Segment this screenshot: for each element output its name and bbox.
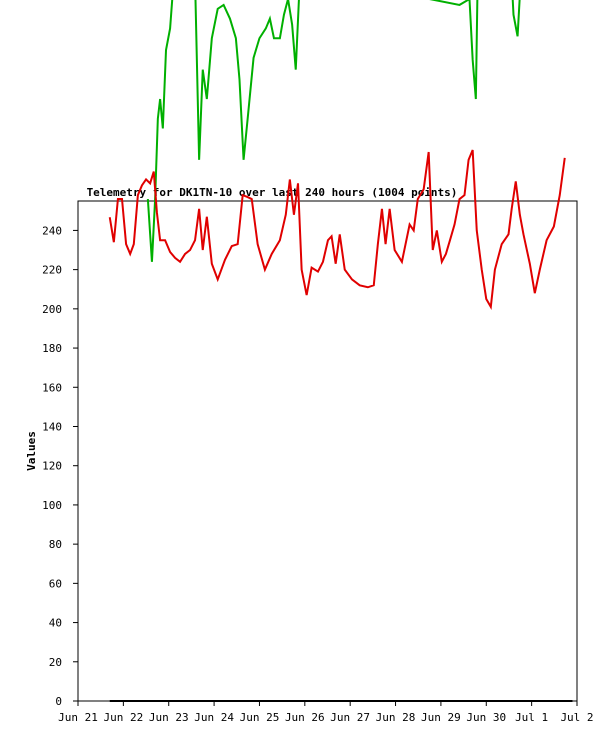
x-tick-label: Jun 26	[285, 711, 325, 724]
x-tick-label: Jul 2	[560, 711, 593, 724]
x-tick-label: Jun 22	[103, 711, 143, 724]
chart-title: Telemetry for DK1TN-10 over last 240 hou…	[87, 186, 458, 199]
y-tick-label: 100	[42, 499, 62, 512]
series-line	[146, 0, 521, 262]
y-tick-label: 120	[42, 460, 62, 473]
y-tick-label: 220	[42, 264, 62, 277]
x-tick-label: Jun 23	[149, 711, 189, 724]
x-tick-label: Jul 1	[515, 711, 548, 724]
y-tick-label: 200	[42, 303, 62, 316]
x-tick-label: Jun 29	[421, 711, 461, 724]
y-tick-label: 60	[49, 577, 62, 590]
x-tick-label: Jun 21	[58, 711, 98, 724]
y-axis-label: Values	[25, 431, 38, 471]
y-tick-label: 0	[55, 695, 62, 708]
y-tick-label: 160	[42, 381, 62, 394]
y-tick-label: 240	[42, 224, 62, 237]
y-tick-label: 140	[42, 420, 62, 433]
y-tick-label: 40	[49, 617, 62, 630]
y-tick-label: 80	[49, 538, 62, 551]
x-tick-label: Jun 28	[376, 711, 416, 724]
y-tick-label: 180	[42, 342, 62, 355]
y-tick-label: 20	[49, 656, 62, 669]
x-tick-label: Jun 27	[330, 711, 370, 724]
series-line	[108, 149, 566, 311]
x-tick-label: Jun 25	[240, 711, 280, 724]
x-tick-label: Jun 24	[194, 711, 234, 724]
x-tick-label: Jun 30	[466, 711, 506, 724]
